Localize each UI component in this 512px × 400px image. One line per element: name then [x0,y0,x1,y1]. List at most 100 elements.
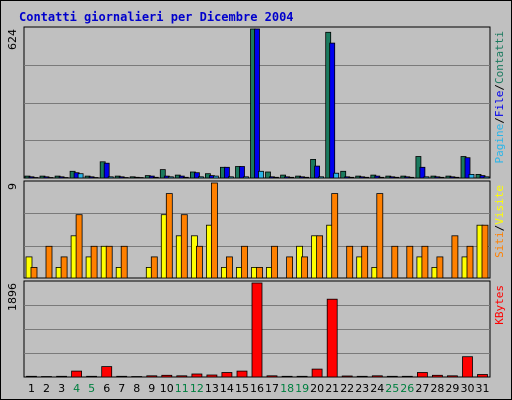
contatti-panel-bar-contatti-22 [340,170,347,179]
kbytes-panel-bar-kbytes-9 [146,375,158,378]
contatti-panel-bar-pagine-5 [92,177,99,179]
contatti-panel-bar-pagine-4 [77,173,84,179]
visite-panel-bar-siti-2 [45,245,53,279]
x-tick-label-25: 25 [385,382,399,395]
visite-panel-bar-siti-18 [286,256,294,279]
visite-panel-bar-siti-26 [406,245,414,279]
x-tick-label-4: 4 [73,382,80,395]
kbytes-panel-bar-kbytes-5 [86,375,97,378]
x-tick-label-5: 5 [88,382,95,395]
contatti-panel-bar-file-15 [239,166,245,179]
x-tick-label-27: 27 [415,382,429,395]
x-tick-label-8: 8 [133,382,140,395]
visite-panel-bar-siti-25 [391,245,399,279]
contatti-panel-bar-pagine-20 [318,176,325,179]
x-tick-label-19: 19 [295,382,309,395]
contatti-panel-bar-file-14 [223,166,230,179]
x-tick-label-28: 28 [430,382,444,395]
contatti-panel-bar-file-6 [103,162,110,179]
kbytes-panel-bar-kbytes-13 [206,374,218,378]
x-axis-labels: 1 2 3 4 5 6 7 8 9 10 11 12 13 14 15 16 17 18 19 20 21 22 23 24 2… [28,382,490,395]
visite-panel-bar-siti-30 [466,245,474,279]
kbytes-panel-bar-kbytes-22 [341,375,353,378]
contatti-panel-bar-pagine-1 [32,177,39,179]
contatti-panel: 624 Pagine/File/Contatti [6,26,506,179]
visite-panel-bar-siti-17 [271,245,278,279]
contatti-panel-bar-pagine-9 [152,176,159,179]
x-tick-label-22: 22 [340,382,354,395]
kbytes-panel-bar-kbytes-12 [191,373,203,378]
contatti-panel-bar-file-16 [254,28,260,179]
x-tick-label-9: 9 [148,382,155,395]
kbytes-panel-bar-kbytes-23 [356,375,368,378]
kbytes-panel-bar-kbytes-30 [462,356,473,378]
x-tick-label-14: 14 [220,382,234,395]
contatti-panel-bar-pagine-14 [227,176,234,179]
contatti-panel-bar-pagine-10 [167,176,174,179]
contatti-panel-bar-pagine-30 [468,173,475,179]
x-tick-label-21: 21 [325,382,339,395]
contatti-panel-bar-file-21 [329,42,336,179]
contatti-panel-bar-pagine-16 [258,170,264,179]
x-tick-label-17: 17 [265,382,279,395]
visite-panel-legend-siti: Siti [493,231,506,258]
contatti-panel-max-label: 624 [6,29,19,50]
contatti-panel-bar-pagine-17 [273,176,279,179]
visite-panel-bar-siti-3 [60,256,68,279]
visite-panel-bar-siti-11 [180,214,188,279]
contatti-panel-bar-file-30 [464,157,471,179]
visite-panel-bar-siti-16 [256,266,263,279]
x-tick-label-23: 23 [355,382,369,395]
kbytes-panel-bar-kbytes-14 [221,372,233,378]
visite-panel-bar-siti-10 [165,193,173,279]
kbytes-panel-bar-kbytes-6 [101,366,113,378]
visite-panel-bar-siti-27 [421,245,429,279]
x-tick-label-2: 2 [43,382,50,395]
x-tick-label-13: 13 [205,382,219,395]
visite-panel-bar-siti-24 [376,193,384,279]
visite-panel-bar-siti-4 [75,214,83,279]
kbytes-panel-bar-kbytes-27 [416,372,428,378]
x-tick-label-29: 29 [445,382,459,395]
contatti-panel-legend-file: File [493,91,506,118]
contatti-panel-bar-pagine-29 [453,176,460,179]
visite-panel-bar-siti-15 [241,245,248,279]
contatti-panel-bar-pagine-3 [62,177,69,179]
kbytes-panel-bar-kbytes-20 [311,368,323,378]
visite-panel-bar-siti-5 [90,245,98,279]
visite-panel-bar-siti-12 [195,245,203,279]
contatti-panel-legend-sep-1: / [493,117,506,124]
kbytes-panel-bar-kbytes-26 [401,375,413,378]
visite-panel-bar-siti-31 [481,224,489,279]
contatti-panel-bar-pagine-26 [408,176,415,179]
kbytes-panel-bar-kbytes-28 [431,374,443,378]
kbytes-panel-bar-kbytes-31 [477,374,488,378]
contatti-panel-bar-pagine-23 [363,176,370,179]
visite-panel: 9 Siti/Visite [6,180,506,279]
kbytes-panel-bar-kbytes-1 [26,375,37,378]
kbytes-panel-bar-kbytes-7 [116,375,128,378]
x-tick-label-26: 26 [400,382,414,395]
kbytes-panel-bar-kbytes-3 [56,375,67,378]
contatti-panel-legend: Pagine/File/Contatti [493,31,506,163]
contatti-panel-bar-contatti-17 [265,171,271,179]
contatti-panel-bar-pagine-13 [212,175,219,179]
contatti-panel-bar-file-12 [193,172,200,179]
x-tick-label-3: 3 [58,382,65,395]
visite-panel-bar-siti-29 [451,235,459,279]
contatti-panel-bar-contatti-10 [159,169,166,179]
kbytes-panel-bar-kbytes-19 [296,375,308,378]
contatti-panel-bar-pagine-6 [107,176,114,179]
contatti-panel-bar-pagine-27 [423,176,430,179]
x-tick-label-11: 11 [175,382,189,395]
kbytes-panel-legend: KBytes [493,285,506,325]
kbytes-panel-bar-kbytes-2 [41,376,52,378]
kbytes-panel-bar-kbytes-8 [131,376,143,378]
kbytes-panel-bar-kbytes-4 [71,370,82,378]
x-tick-label-24: 24 [370,382,384,395]
contatti-panel-bar-pagine-15 [243,176,249,179]
kbytes-panel-bar-kbytes-21 [326,298,338,378]
contatti-panel-bar-pagine-11 [182,176,189,179]
visite-panel-bar-siti-21 [331,193,339,279]
